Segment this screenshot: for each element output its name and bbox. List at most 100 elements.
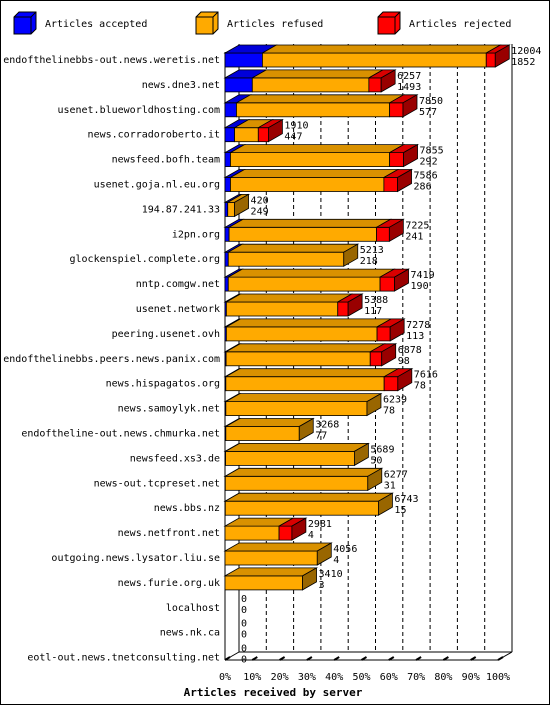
server-label: news-out.tcpreset.net xyxy=(94,478,220,489)
bar-side xyxy=(397,368,413,392)
bar-segment xyxy=(251,77,370,93)
x-tick-label: 70% xyxy=(407,672,425,683)
value-second: 113 xyxy=(406,331,424,342)
value-total: 7419 xyxy=(411,270,435,281)
server-labels: endofthelinebbs-out.news.weretis.net news… xyxy=(3,55,220,664)
value-total: 6743 xyxy=(394,494,418,505)
bar-segment xyxy=(224,201,229,217)
server-label: news.corradoroberto.it xyxy=(88,130,220,141)
bar-segment-top xyxy=(224,343,386,353)
server-label: news.nk.ca xyxy=(160,628,220,639)
value-total: 3410 xyxy=(319,569,343,580)
bar xyxy=(223,218,405,242)
bar-segment-top xyxy=(250,69,385,79)
value-second: 50 xyxy=(370,455,382,466)
bar-segment xyxy=(228,226,377,242)
x-tick-label: 30% xyxy=(298,672,316,683)
bar-segment-top xyxy=(224,368,400,378)
value-total: 0 xyxy=(241,594,247,605)
bar-segment xyxy=(224,77,253,93)
value-total: 6239 xyxy=(383,395,407,406)
value-total: 4056 xyxy=(333,544,357,555)
bar-segment xyxy=(225,326,378,342)
bar-segment xyxy=(337,301,349,317)
bar xyxy=(223,69,397,93)
bar-side xyxy=(291,517,307,541)
bar-segment xyxy=(224,475,369,491)
value-second: 1852 xyxy=(511,57,535,68)
bar-segment xyxy=(368,77,382,93)
value-total: 12004 xyxy=(511,46,541,57)
value-second: 292 xyxy=(420,157,438,168)
bar-segment-top xyxy=(223,467,384,477)
value-total: 7616 xyxy=(414,370,438,381)
x-tick-label: 80% xyxy=(434,672,452,683)
value-total: 3268 xyxy=(315,420,339,431)
bar-segment xyxy=(383,376,399,392)
server-label: usenet.network xyxy=(136,304,220,315)
bar-side xyxy=(316,542,332,566)
value-second: 3 xyxy=(319,580,325,591)
bar-segment-top xyxy=(228,144,406,154)
server-label: endoftheline-out.news.chmurka.net xyxy=(21,429,220,440)
value-second: 241 xyxy=(405,231,423,242)
value-second: 0 xyxy=(241,655,247,666)
bar-segment xyxy=(369,351,383,367)
bar-side xyxy=(397,168,412,193)
server-label: news.furie.org.uk xyxy=(118,578,220,589)
bar-segment-top xyxy=(227,218,393,228)
bar-segment-top xyxy=(223,542,333,552)
server-label: peering.usenet.ovh xyxy=(112,329,220,340)
x-tick-label: 100% xyxy=(486,672,510,683)
server-label: news.samoylyk.net xyxy=(118,404,220,415)
bar-segment xyxy=(225,401,368,417)
bar xyxy=(223,268,411,292)
server-label: endofthelinebbs-out.news.weretis.net xyxy=(3,55,220,66)
bar xyxy=(223,143,420,168)
bar-side xyxy=(402,94,418,118)
server-label: news.hispagatos.org xyxy=(106,379,220,390)
value-total: 5213 xyxy=(360,245,384,256)
bar-side xyxy=(347,293,363,317)
bar-segment-top xyxy=(223,492,394,502)
server-label: localhost xyxy=(166,603,220,614)
server-label: glockenspiel.complete.org xyxy=(69,254,220,265)
bar-segment xyxy=(230,177,385,192)
legend: Articles accepted Articles refused Article… xyxy=(13,11,511,35)
bar-segment-top xyxy=(223,567,319,577)
bar xyxy=(223,542,333,566)
bar-segment xyxy=(224,500,379,516)
value-second: 78 xyxy=(383,406,395,417)
bar-segment xyxy=(485,52,496,68)
bar-segment-top xyxy=(260,44,502,54)
bar-segment xyxy=(225,376,385,392)
bar-segment xyxy=(389,152,404,168)
bar-side xyxy=(367,467,383,491)
value-second: 218 xyxy=(360,256,378,267)
x-axis-label: Articles received by server xyxy=(184,686,363,699)
bar-segment xyxy=(278,525,293,541)
value-total: 1910 xyxy=(284,121,308,132)
server-label: news.bbs.nz xyxy=(154,503,220,514)
server-label: news.netfront.net xyxy=(118,528,220,539)
bar-segment xyxy=(383,177,398,192)
bar xyxy=(223,168,414,193)
value-total: 7278 xyxy=(406,320,430,331)
server-label: usenet.blueworldhosting.com xyxy=(57,105,220,116)
value-total: 6878 xyxy=(398,345,422,356)
value-second: 0 xyxy=(241,605,247,616)
bar-segment-top xyxy=(224,318,393,328)
bar xyxy=(223,343,398,367)
bar xyxy=(223,119,284,143)
bar-segment-top xyxy=(224,442,370,452)
bar-segment xyxy=(224,52,263,68)
value-total: 7855 xyxy=(420,146,444,157)
value-total: 420 xyxy=(251,195,269,206)
bar xyxy=(223,392,383,417)
value-second: 4 xyxy=(333,555,339,566)
bar xyxy=(223,293,364,317)
bar-segment xyxy=(376,226,390,242)
bar-segment-top xyxy=(226,243,360,253)
bar-segment xyxy=(389,102,404,118)
bar xyxy=(223,368,414,392)
